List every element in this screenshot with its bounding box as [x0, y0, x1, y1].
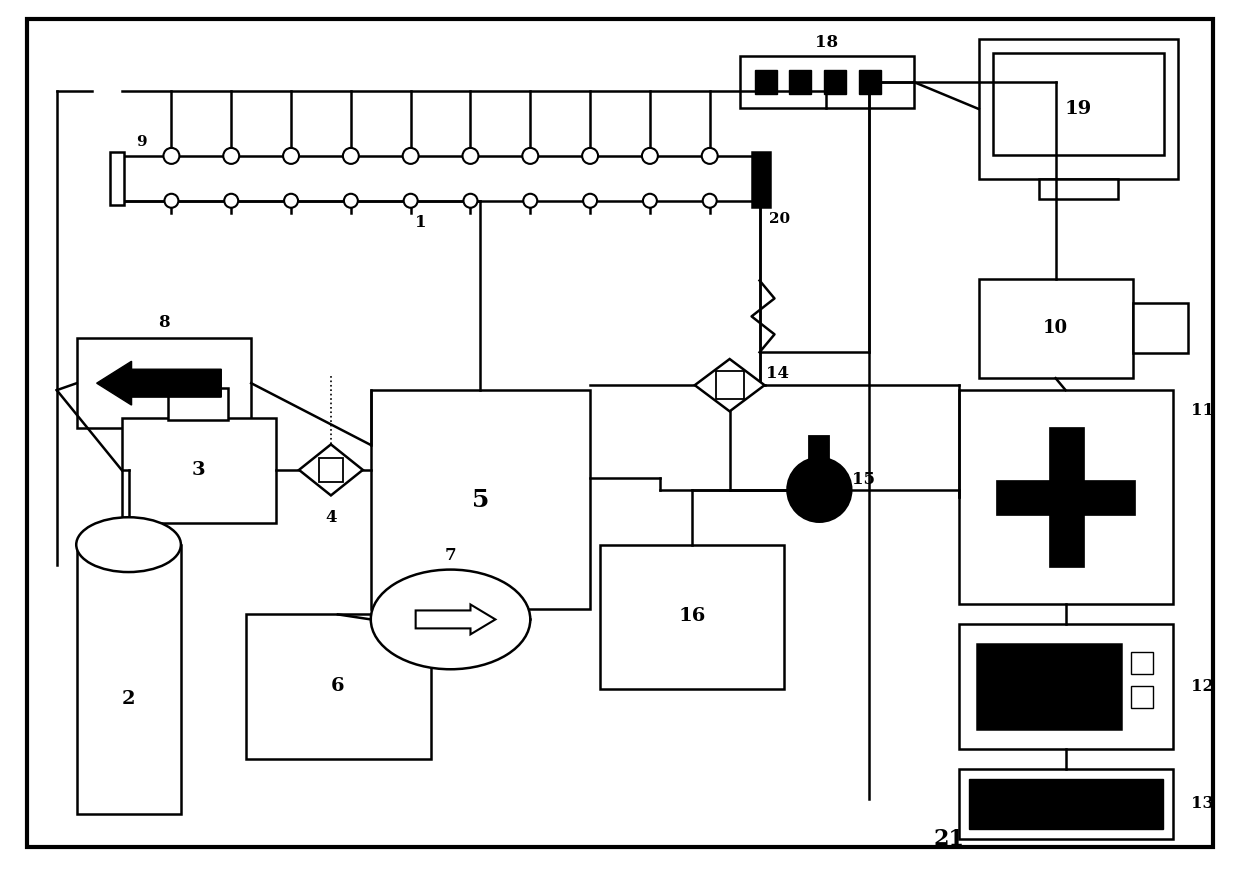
Bar	[77, 339, 252, 428]
Bar	[751, 152, 770, 206]
Circle shape	[404, 193, 418, 207]
Text: 13: 13	[1192, 795, 1214, 812]
FancyArrow shape	[415, 605, 496, 634]
Circle shape	[343, 148, 358, 164]
Ellipse shape	[76, 517, 181, 572]
Circle shape	[642, 148, 658, 164]
Text: 5: 5	[471, 487, 489, 512]
Text: 20: 20	[769, 212, 790, 226]
Bar	[825, 70, 846, 94]
Bar	[790, 70, 811, 94]
Text: 6: 6	[331, 677, 345, 696]
Circle shape	[522, 148, 538, 164]
Circle shape	[164, 148, 180, 164]
Bar	[739, 56, 914, 108]
Circle shape	[702, 148, 718, 164]
Bar	[968, 779, 1163, 829]
Text: 7: 7	[445, 547, 456, 564]
Bar	[122, 418, 277, 522]
Bar	[600, 544, 785, 690]
Bar	[993, 53, 1164, 155]
Circle shape	[703, 193, 717, 207]
Bar	[978, 278, 1133, 378]
Bar	[959, 769, 1173, 839]
Bar	[755, 70, 776, 94]
Bar	[959, 625, 1173, 749]
Text: 21: 21	[934, 828, 965, 850]
Bar	[169, 388, 228, 420]
Text: 8: 8	[157, 314, 170, 331]
Bar	[1039, 178, 1118, 199]
Bar	[959, 390, 1173, 605]
Circle shape	[283, 148, 299, 164]
Bar	[1131, 686, 1153, 708]
Bar	[810, 436, 830, 460]
Circle shape	[343, 193, 358, 207]
Bar	[371, 390, 590, 610]
Text: 2: 2	[122, 690, 135, 708]
Text: 1: 1	[415, 214, 427, 231]
Bar	[977, 644, 1121, 729]
Circle shape	[787, 458, 852, 522]
Bar	[77, 544, 181, 814]
Bar	[1131, 653, 1153, 675]
Bar	[978, 39, 1178, 178]
Circle shape	[284, 193, 298, 207]
Bar	[859, 70, 882, 94]
Circle shape	[464, 193, 477, 207]
Polygon shape	[694, 359, 765, 411]
Circle shape	[642, 193, 657, 207]
Text: 18: 18	[815, 34, 838, 51]
Circle shape	[223, 148, 239, 164]
Bar	[996, 480, 1136, 514]
FancyArrow shape	[97, 361, 221, 405]
Text: 12: 12	[1192, 678, 1214, 695]
Text: 14: 14	[766, 365, 789, 382]
Text: 19: 19	[1065, 100, 1092, 118]
Bar	[1049, 427, 1084, 567]
Circle shape	[403, 148, 419, 164]
Polygon shape	[299, 444, 363, 495]
Ellipse shape	[371, 570, 531, 669]
Bar	[247, 614, 430, 759]
Text: 10: 10	[1043, 319, 1068, 338]
Circle shape	[523, 193, 537, 207]
Circle shape	[582, 148, 598, 164]
Bar	[109, 152, 124, 205]
Circle shape	[224, 193, 238, 207]
Circle shape	[165, 193, 179, 207]
Circle shape	[463, 148, 479, 164]
Bar	[319, 458, 343, 482]
Text: 15: 15	[852, 472, 874, 488]
Circle shape	[583, 193, 598, 207]
Text: 16: 16	[678, 607, 706, 626]
Text: 11: 11	[1192, 402, 1214, 418]
Bar	[715, 371, 744, 399]
Text: 9: 9	[136, 135, 146, 149]
Text: 3: 3	[191, 461, 205, 479]
Text: 4: 4	[325, 509, 337, 526]
Bar	[1133, 304, 1188, 354]
